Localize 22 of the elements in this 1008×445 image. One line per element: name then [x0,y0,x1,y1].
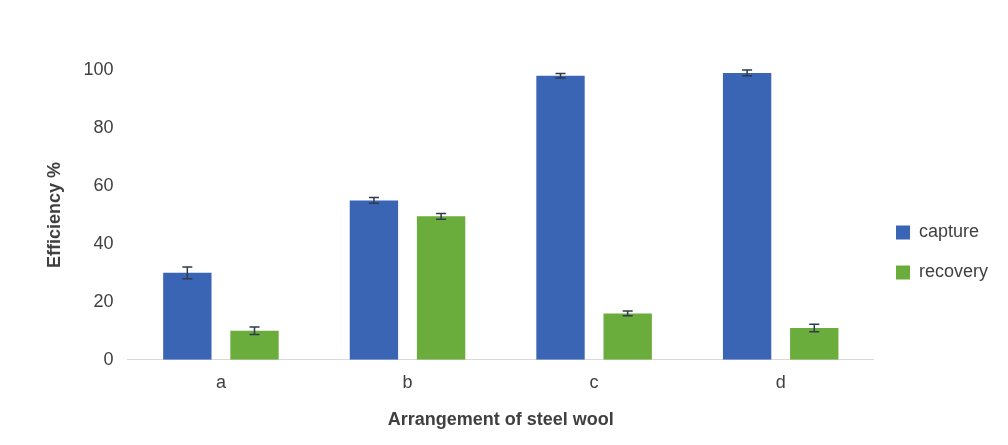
legend-label: capture [918,221,980,242]
y-axis-title: Efficiency % [43,161,64,268]
y-tick-label: 0 [103,348,114,369]
bar [349,200,399,360]
x-tick-label: b [402,371,413,392]
bar [603,313,652,360]
bar [416,216,466,360]
bar [722,72,772,360]
y-tick-label: 60 [93,174,114,195]
bar [230,330,279,360]
bar [790,327,839,360]
x-tick-label: c [589,371,599,392]
legend-label: recovery [918,261,989,282]
y-tick-label: 80 [93,116,114,137]
x-tick-label: a [215,371,227,392]
bar [163,272,212,360]
y-tick-label: 20 [93,290,114,311]
x-tick-label: d [775,371,786,392]
x-axis-title: Arrangement of steel wool [387,409,614,430]
bar [536,75,585,360]
y-tick-label: 40 [93,232,114,253]
y-tick-label: 100 [83,58,114,79]
